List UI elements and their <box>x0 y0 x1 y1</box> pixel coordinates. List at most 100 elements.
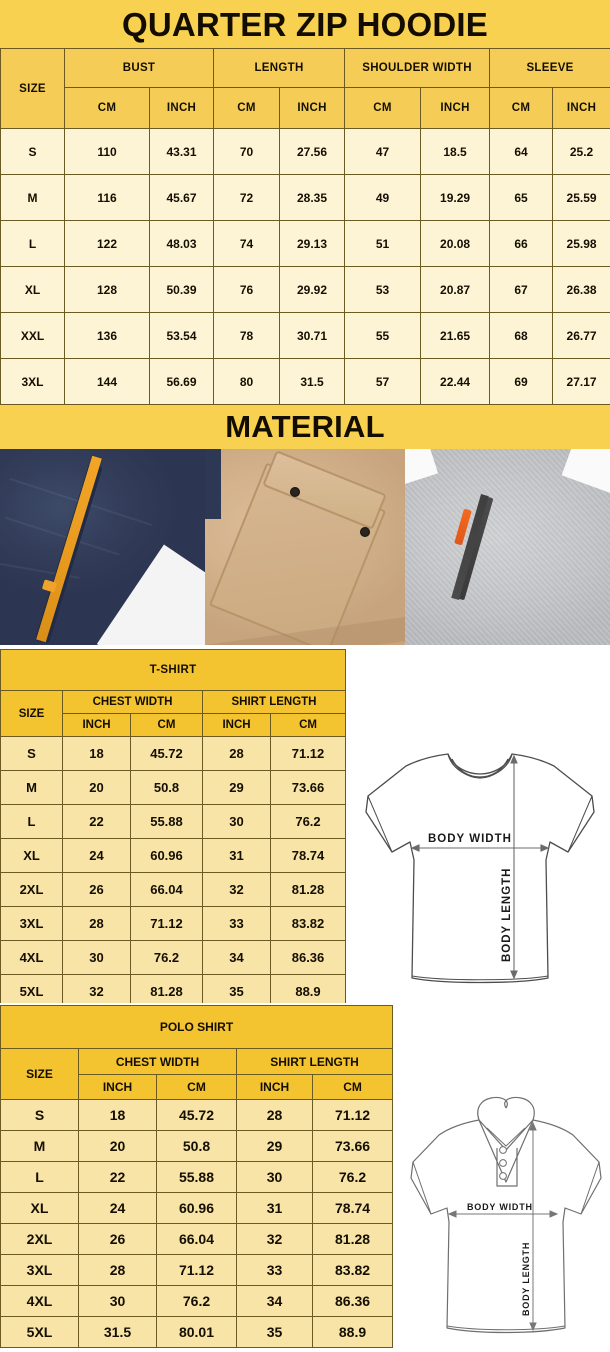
measure-cell: 33 <box>203 907 271 941</box>
hoodie-title: QUARTER ZIP HOODIE <box>0 0 610 48</box>
measure-cell: 20 <box>79 1131 157 1162</box>
measure-cell: 122 <box>65 221 150 267</box>
measure-cell: 18 <box>79 1100 157 1131</box>
measure-cell: 28.35 <box>280 175 345 221</box>
measure-cell: 26 <box>79 1224 157 1255</box>
tshirt-col-length: SHIRT LENGTH <box>203 691 346 714</box>
tshirt-unit-chest-cm: CM <box>131 714 203 737</box>
measure-cell: 25.98 <box>553 221 610 267</box>
size-cell: XL <box>1 267 65 313</box>
measure-cell: 20 <box>63 771 131 805</box>
hoodie-unit-sleeve-cm: CM <box>490 88 553 129</box>
measure-cell: 22 <box>79 1162 157 1193</box>
measure-cell: 50.8 <box>157 1131 237 1162</box>
tshirt-unit-length-inch: INCH <box>203 714 271 737</box>
measure-cell: 25.2 <box>553 129 610 175</box>
hoodie-col-size: SIZE <box>1 49 65 129</box>
measure-cell: 24 <box>79 1193 157 1224</box>
measure-cell: 55.88 <box>157 1162 237 1193</box>
tshirt-unit-chest-inch: INCH <box>63 714 131 737</box>
measure-cell: 29 <box>237 1131 313 1162</box>
size-cell: 3XL <box>1 359 65 405</box>
measure-cell: 34 <box>237 1286 313 1317</box>
measure-cell: 32 <box>203 873 271 907</box>
measure-cell: 88.9 <box>313 1317 393 1348</box>
measure-cell: 70 <box>214 129 280 175</box>
tshirt-body-length-label: BODY LENGTH <box>501 868 513 963</box>
polo-unit-chest-cm: CM <box>157 1075 237 1100</box>
tshirt-group-header-row: SIZE CHEST WIDTH SHIRT LENGTH <box>1 691 346 714</box>
measure-cell: 25.59 <box>553 175 610 221</box>
measure-cell: 66.04 <box>157 1224 237 1255</box>
measure-cell: 80 <box>214 359 280 405</box>
hoodie-unit-bust-inch: INCH <box>150 88 214 129</box>
measure-cell: 49 <box>345 175 421 221</box>
measure-cell: 50.39 <box>150 267 214 313</box>
size-cell: M <box>1 175 65 221</box>
size-cell: S <box>1 737 63 771</box>
size-cell: L <box>1 221 65 267</box>
measure-cell: 30 <box>203 805 271 839</box>
measure-cell: 80.01 <box>157 1317 237 1348</box>
tshirt-col-chest: CHEST WIDTH <box>63 691 203 714</box>
measure-cell: 31.5 <box>280 359 345 405</box>
measure-cell: 71.12 <box>271 737 346 771</box>
polo-unit-chest-inch: INCH <box>79 1075 157 1100</box>
measure-cell: 65 <box>490 175 553 221</box>
size-cell: 2XL <box>1 873 63 907</box>
size-cell: L <box>1 805 63 839</box>
measure-cell: 144 <box>65 359 150 405</box>
measure-cell: 30 <box>237 1162 313 1193</box>
measure-cell: 31 <box>237 1193 313 1224</box>
hoodie-unit-length-cm: CM <box>214 88 280 129</box>
measure-cell: 30.71 <box>280 313 345 359</box>
measure-cell: 28 <box>79 1255 157 1286</box>
size-cell: 5XL <box>1 1317 79 1348</box>
tshirt-measurement-diagram: BODY WIDTH BODY LENGTH <box>362 700 598 1010</box>
measure-cell: 18 <box>63 737 131 771</box>
measure-cell: 78.74 <box>271 839 346 873</box>
measure-cell: 86.36 <box>271 941 346 975</box>
measure-cell: 116 <box>65 175 150 221</box>
size-cell: 4XL <box>1 1286 79 1317</box>
size-cell: L <box>1 1162 79 1193</box>
measure-cell: 72 <box>214 175 280 221</box>
measure-cell: 31 <box>203 839 271 873</box>
measure-cell: 66.04 <box>131 873 203 907</box>
polo-title-row: POLO SHIRT <box>1 1006 393 1049</box>
polo-unit-length-cm: CM <box>313 1075 393 1100</box>
measure-cell: 27.56 <box>280 129 345 175</box>
size-cell: 4XL <box>1 941 63 975</box>
measure-cell: 83.82 <box>313 1255 393 1286</box>
polo-title: POLO SHIRT <box>1 1006 393 1049</box>
tshirt-title-row: T-SHIRT <box>1 650 346 691</box>
measure-cell: 76.2 <box>131 941 203 975</box>
measure-cell: 76.2 <box>271 805 346 839</box>
measure-cell: 71.12 <box>157 1255 237 1286</box>
tshirt-title: T-SHIRT <box>1 650 346 691</box>
polo-col-size: SIZE <box>1 1049 79 1100</box>
measure-cell: 69 <box>490 359 553 405</box>
measure-cell: 51 <box>345 221 421 267</box>
measure-cell: 35 <box>237 1317 313 1348</box>
polo-col-length: SHIRT LENGTH <box>237 1049 393 1075</box>
hoodie-col-length: LENGTH <box>214 49 345 88</box>
hoodie-unit-header-row: CM INCH CM INCH CM INCH CM INCH <box>1 88 610 129</box>
tshirt-body-width-label: BODY WIDTH <box>428 833 512 845</box>
measure-cell: 81.28 <box>271 873 346 907</box>
measure-cell: 48.03 <box>150 221 214 267</box>
measure-cell: 68 <box>490 313 553 359</box>
size-cell: M <box>1 1131 79 1162</box>
polo-unit-length-inch: INCH <box>237 1075 313 1100</box>
